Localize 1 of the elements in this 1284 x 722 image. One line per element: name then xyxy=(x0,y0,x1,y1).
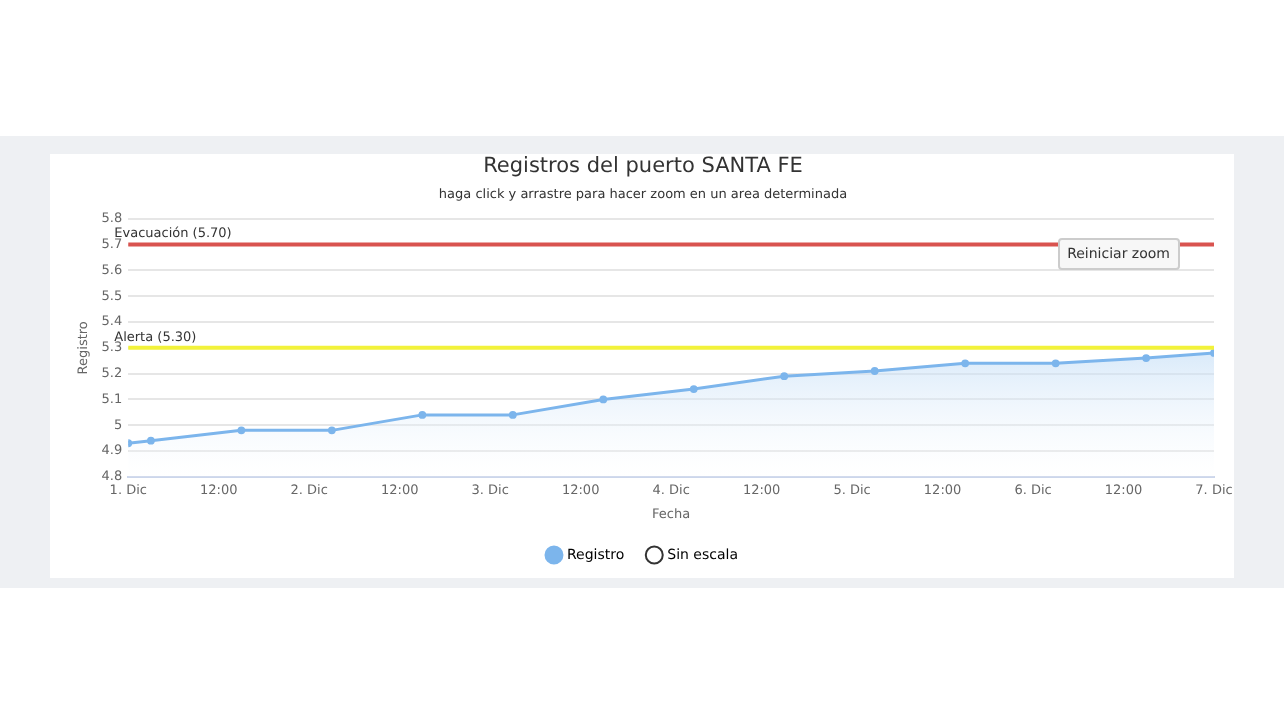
chart-title: Registros del puerto SANTA FE xyxy=(483,154,803,179)
